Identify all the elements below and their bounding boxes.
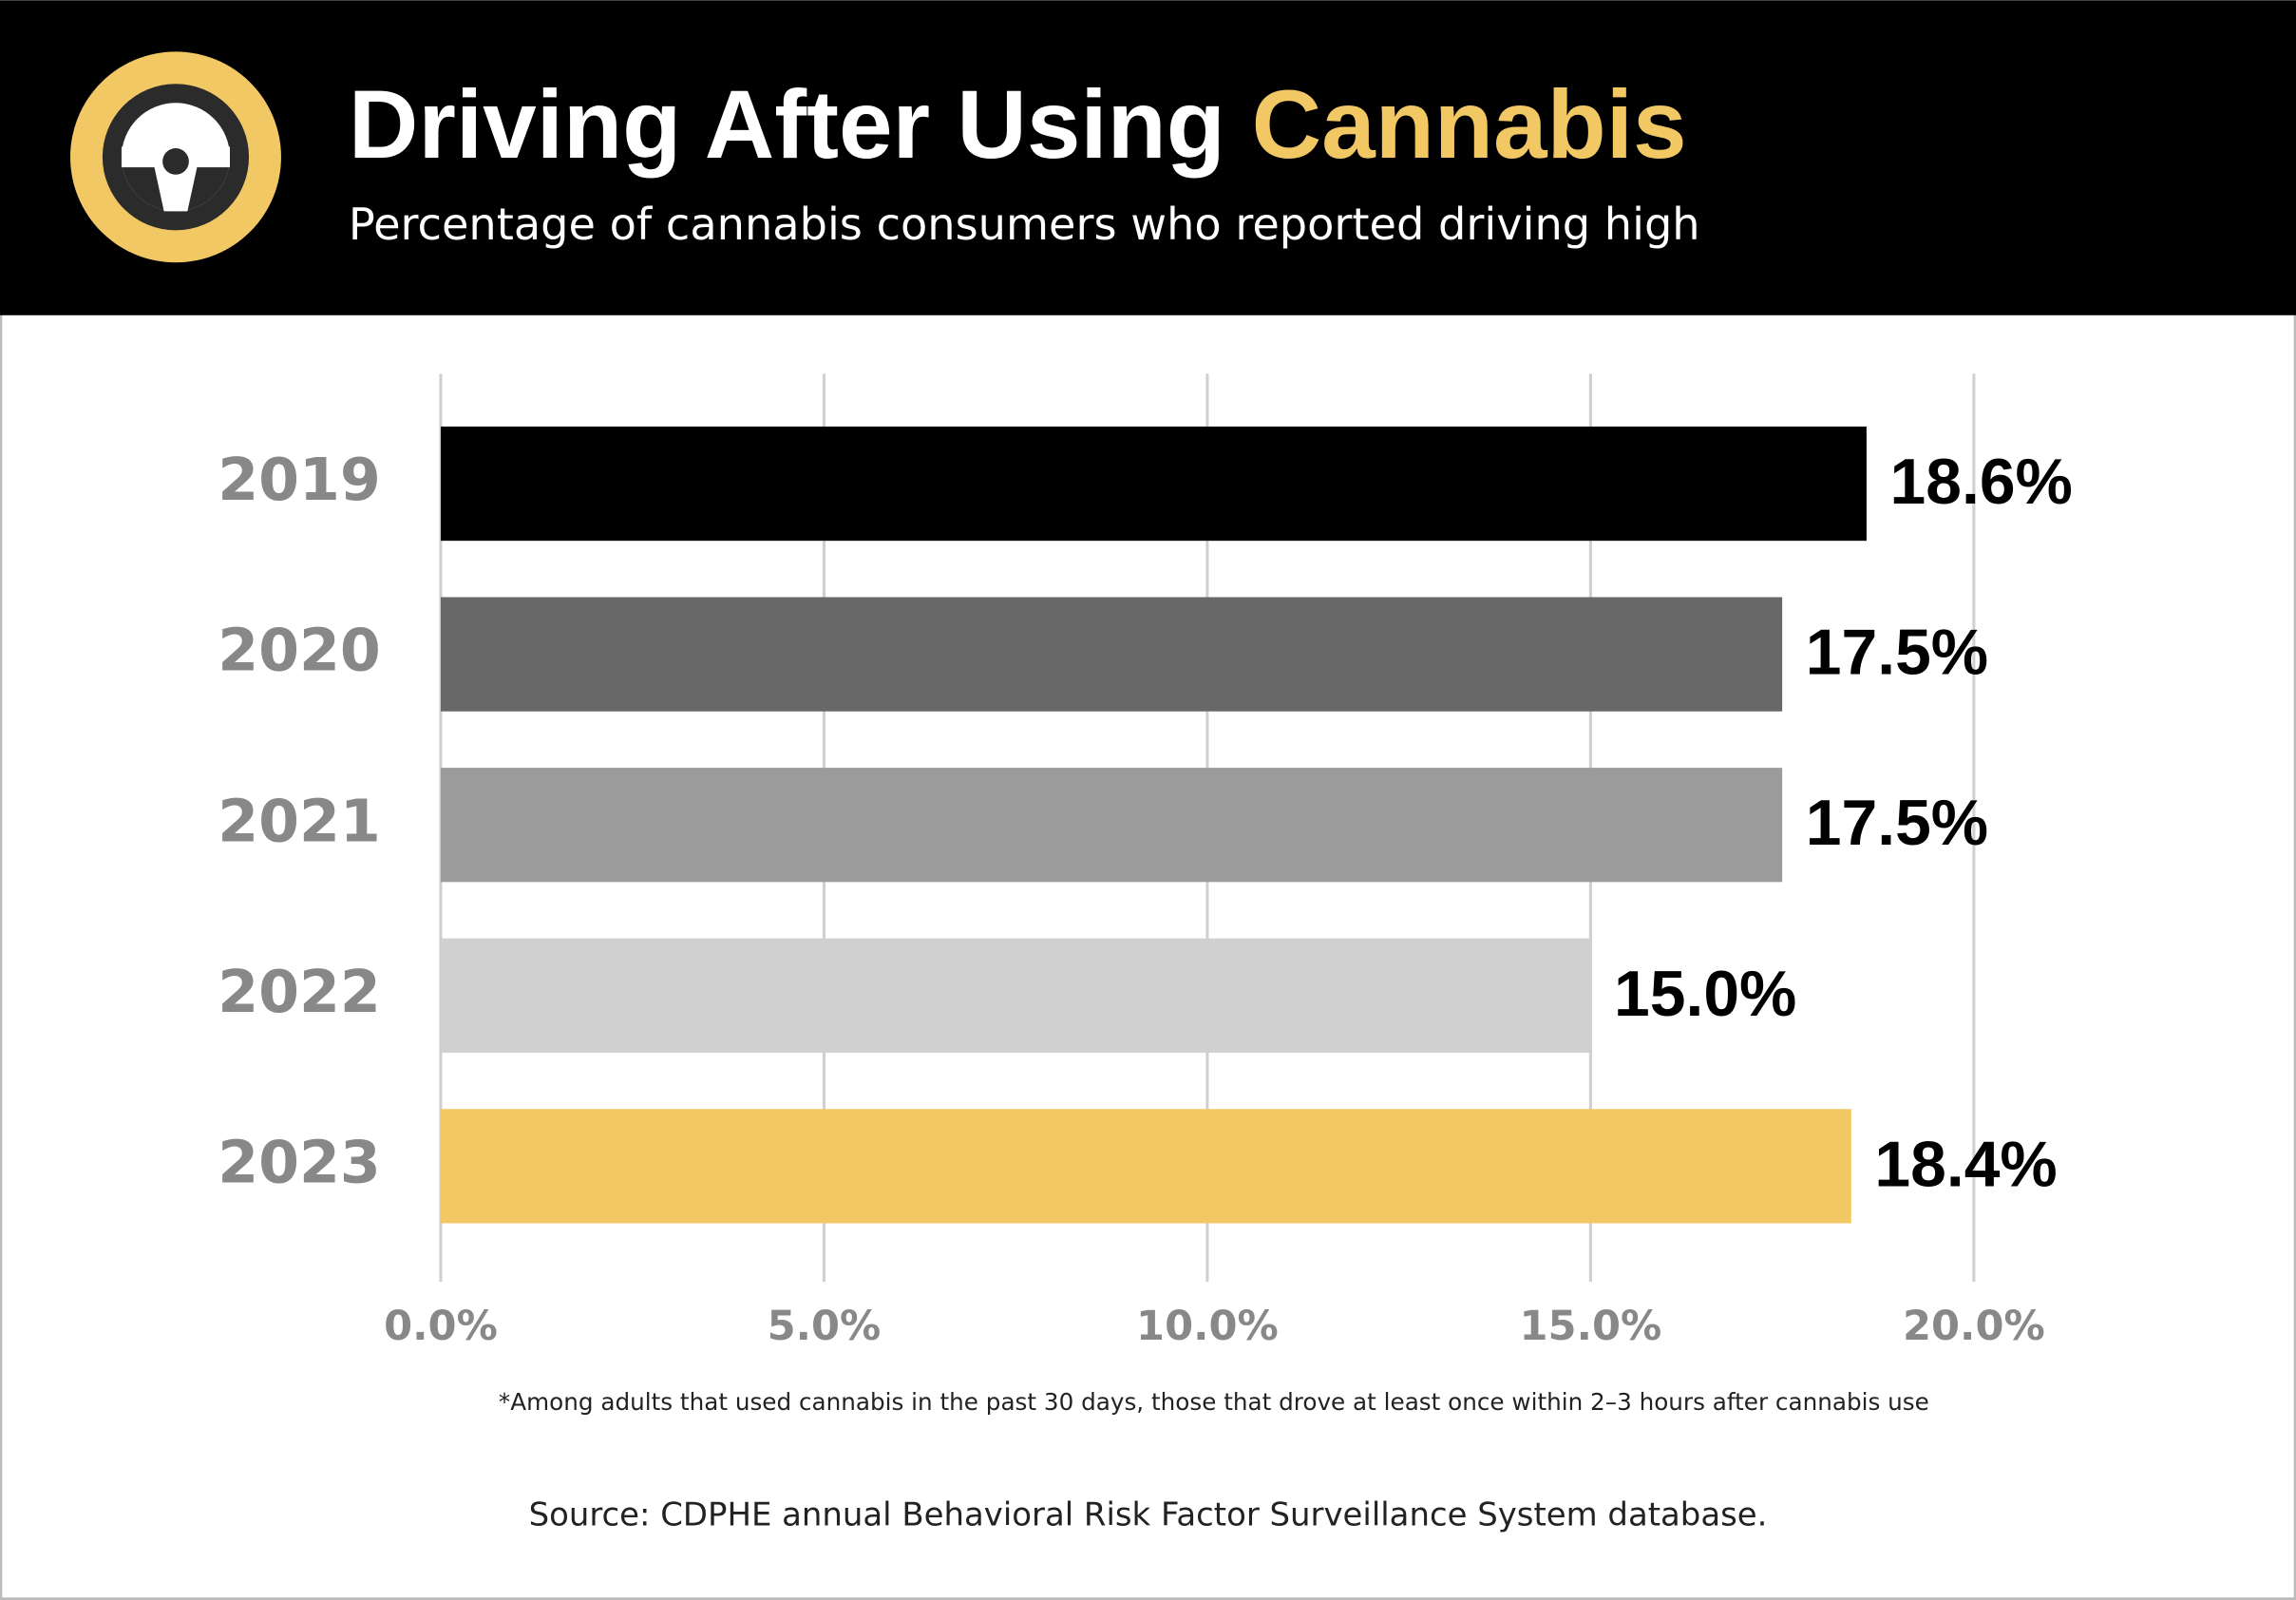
chart-title: Driving After Using Cannabis: [349, 70, 1687, 179]
bar: [440, 938, 1591, 1053]
value-label: 18.4%: [1874, 1129, 2057, 1200]
bar: [440, 597, 1783, 712]
title-part: Driving After Using: [349, 70, 1225, 179]
x-tick-label: 5.0%: [768, 1303, 882, 1350]
x-tick-label: 15.0%: [1520, 1303, 1662, 1350]
bar: [440, 1109, 1851, 1224]
icon: [69, 51, 281, 263]
header: [0, 0, 2296, 315]
source: Source: CDPHE annual Behavioral Risk Fac…: [529, 1495, 1768, 1533]
value-label: 18.6%: [1890, 447, 2073, 518]
x-tick-label: 0.0%: [384, 1303, 498, 1350]
category-label: 2023: [218, 1128, 381, 1196]
chart-subtitle: Percentage of cannabis consumers who rep…: [349, 199, 1700, 250]
value-label: 17.5%: [1806, 618, 1988, 689]
category-label: 2022: [218, 958, 381, 1026]
title-part: Cannabis: [1252, 70, 1687, 179]
value-label: 17.5%: [1806, 788, 1988, 859]
category-label: 2021: [218, 787, 381, 855]
x-tick-label: 20.0%: [1903, 1303, 2045, 1350]
category-label: 2020: [218, 617, 381, 685]
x-tick-label: 10.0%: [1136, 1303, 1279, 1350]
category-label: 2019: [218, 446, 381, 514]
bar: [440, 768, 1783, 883]
bar: [440, 426, 1867, 542]
value-label: 15.0%: [1614, 959, 1796, 1030]
footnote: *Among adults that used cannabis in the …: [499, 1388, 1929, 1416]
